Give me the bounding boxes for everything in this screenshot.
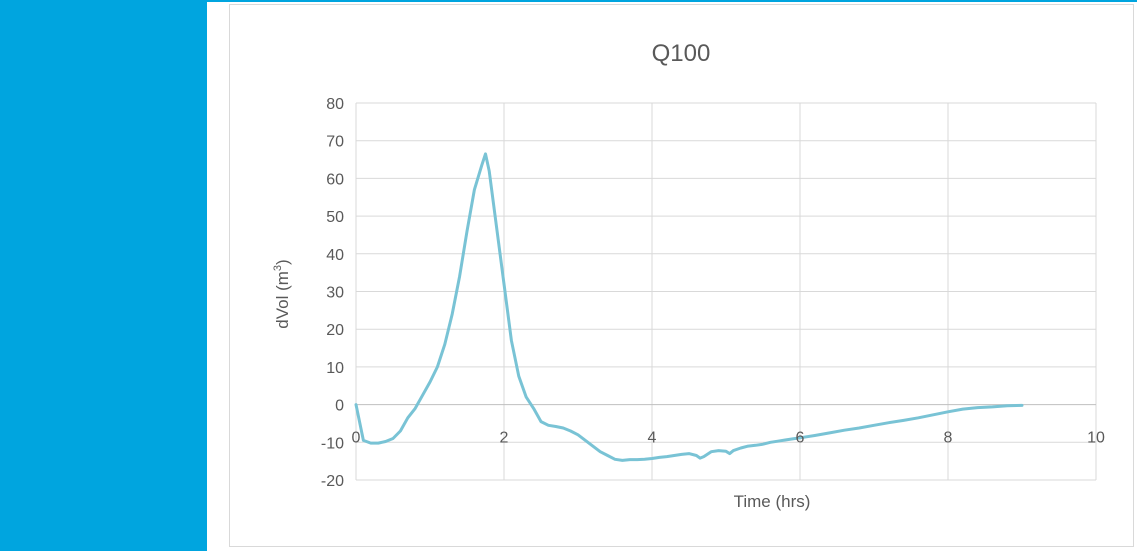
x-axis-title: Time (hrs) [734, 492, 811, 511]
x-tick-label: 2 [500, 430, 509, 447]
y-tick-label: 40 [326, 247, 344, 264]
y-tick-label: 10 [326, 360, 344, 377]
y-tick-label: 30 [326, 285, 344, 302]
y-axis-title: dVol (m3) [272, 259, 292, 328]
chart-frame: Q100 -20 -10 0 10 20 30 40 50 60 70 80 0 2 4 6 8 10 Time… [229, 4, 1134, 547]
chart-svg: Q100 -20 -10 0 10 20 30 40 50 60 70 80 0 2 4 6 8 10 Time… [272, 40, 1105, 511]
y-tick-label: 80 [326, 96, 344, 113]
y-axis-title-sup: 3 [272, 265, 284, 271]
series-layer [354, 152, 1024, 462]
x-tick-label: 0 [352, 430, 361, 447]
y-tick-label: 0 [335, 398, 344, 415]
y-axis-title-close: ) [273, 259, 292, 265]
chart-title: Q100 [652, 40, 711, 67]
series-line [354, 152, 1024, 462]
y-tick-label: 50 [326, 209, 344, 226]
x-tick-label: 4 [648, 430, 657, 447]
y-tick-label: 60 [326, 171, 344, 188]
label-layer: -20 -10 0 10 20 30 40 50 60 70 80 0 2 4 6 8 10 [321, 96, 1105, 490]
y-tick-label: 70 [326, 134, 344, 151]
y-tick-label: -20 [321, 473, 344, 490]
top-accent-line [207, 0, 1137, 2]
x-tick-label: 10 [1087, 430, 1105, 447]
x-tick-label: 8 [944, 430, 953, 447]
grid-layer [355, 102, 1097, 481]
y-axis-title-main: dVol (m [273, 271, 292, 329]
sidebar-accent-block [0, 0, 207, 551]
x-tick-label: 6 [796, 430, 805, 447]
y-tick-label: 20 [326, 322, 344, 339]
y-tick-label: -10 [321, 435, 344, 452]
